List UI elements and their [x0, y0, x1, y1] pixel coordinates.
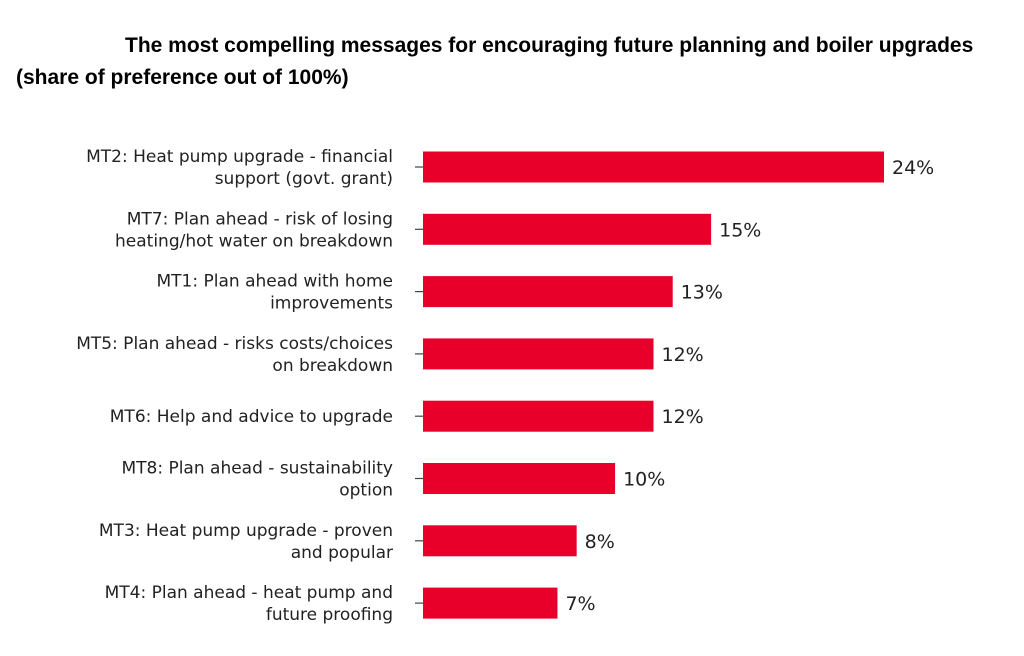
- data-label: 12%: [662, 406, 704, 428]
- category-label: support (govt. grant): [215, 169, 393, 189]
- bar: [423, 276, 673, 308]
- category-label: on breakdown: [272, 356, 393, 376]
- bar: [423, 587, 558, 619]
- category-label: option: [339, 481, 393, 501]
- data-label: 24%: [892, 157, 934, 179]
- category-label: MT5: Plan ahead - risks costs/choices: [76, 334, 393, 354]
- category-label: MT8: Plan ahead - sustainability: [121, 459, 393, 479]
- bar: [423, 213, 712, 245]
- bar: [423, 338, 654, 370]
- category-label: heating/hot water on breakdown: [115, 231, 393, 251]
- category-label: future proofing: [266, 605, 393, 625]
- bar: [423, 400, 654, 432]
- category-label: MT2: Heat pump upgrade - financial: [86, 147, 393, 167]
- category-label: MT7: Plan ahead - risk of losing: [127, 209, 393, 229]
- data-label: 15%: [719, 219, 761, 241]
- category-label: MT1: Plan ahead with home: [157, 272, 394, 292]
- data-label: 12%: [662, 344, 704, 366]
- category-label: and popular: [291, 543, 393, 563]
- data-label: 10%: [623, 469, 665, 491]
- bar: [423, 525, 577, 557]
- bar: [423, 151, 884, 183]
- category-label: improvements: [270, 294, 393, 314]
- data-label: 8%: [585, 531, 615, 553]
- chart-title: The most compelling messages for encoura…: [16, 34, 974, 89]
- data-label: 13%: [681, 282, 723, 304]
- category-label: MT3: Heat pump upgrade - proven: [99, 521, 393, 541]
- bar: [423, 463, 616, 494]
- category-label: MT6: Help and advice to upgrade: [110, 407, 393, 427]
- category-label: MT4: Plan ahead - heat pump and: [105, 583, 393, 603]
- data-label: 7%: [565, 593, 595, 615]
